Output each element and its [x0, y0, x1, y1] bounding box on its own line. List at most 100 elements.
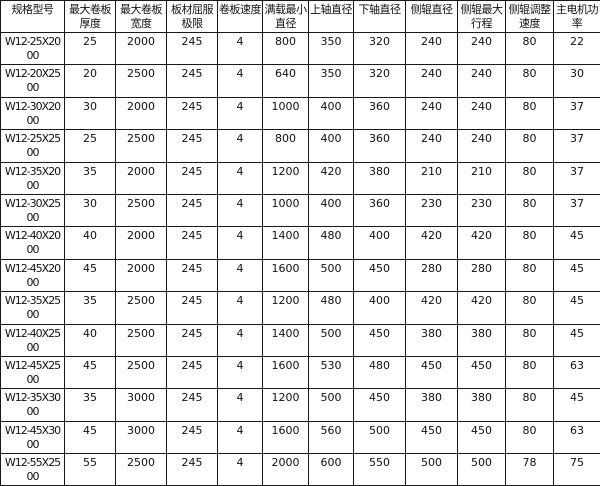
table-row: W12-45X2000 45 2000 245 4 1600 500 450 280 280 80 4… [0, 258, 600, 293]
column-header-10: 侧辊调整速度 [505, 0, 554, 33]
value-cell: 4 [217, 420, 263, 455]
model-cell: W12-30X2500 [0, 193, 65, 228]
value-cell: 4 [217, 31, 263, 66]
value-cell: 500 [405, 453, 458, 486]
value-cell: 45 [64, 355, 116, 390]
value-cell: 4 [217, 323, 263, 357]
value-cell: 45 [64, 420, 116, 455]
value-cell: 245 [166, 96, 218, 131]
value-cell: 4 [217, 291, 263, 325]
value-cell: 450 [353, 323, 406, 357]
model-cell: W12-35X2000 [0, 161, 65, 195]
column-header-5: 满载最小直径 [262, 0, 309, 33]
value-cell: 450 [457, 355, 506, 390]
column-header-7: 下轴直径 [353, 0, 406, 33]
value-cell: 20 [64, 64, 116, 98]
value-cell: 4 [217, 388, 263, 422]
model-cell: W12-40X2500 [0, 323, 65, 357]
value-cell: 245 [166, 420, 218, 455]
value-cell: 230 [405, 193, 458, 228]
column-header-0: 规格型号 [0, 0, 65, 33]
value-cell: 240 [457, 64, 506, 98]
value-cell: 80 [505, 323, 554, 357]
model-cell: W12-30X2000 [0, 96, 65, 131]
value-cell: 63 [553, 355, 600, 390]
value-cell: 45 [553, 226, 600, 260]
value-cell: 800 [262, 31, 309, 66]
value-cell: 240 [457, 96, 506, 131]
value-cell: 4 [217, 193, 263, 228]
value-cell: 450 [405, 355, 458, 390]
model-cell: W12-55X2500 [0, 453, 65, 486]
value-cell: 35 [64, 161, 116, 195]
value-cell: 245 [166, 129, 218, 163]
value-cell: 2500 [115, 323, 167, 357]
value-cell: 2500 [115, 355, 167, 390]
value-cell: 80 [505, 129, 554, 163]
table-row: W12-45X2500 45 2500 245 4 1600 530 480 450 450 80 6… [0, 355, 600, 390]
value-cell: 400 [353, 226, 406, 260]
value-cell: 80 [505, 258, 554, 293]
table-row: W12-45X3000 45 3000 245 4 1600 560 500 450 450 80 6… [0, 420, 600, 455]
value-cell: 78 [505, 453, 554, 486]
value-cell: 80 [505, 226, 554, 260]
value-cell: 1600 [262, 258, 309, 293]
value-cell: 4 [217, 161, 263, 195]
value-cell: 80 [505, 193, 554, 228]
model-cell: W12-35X3000 [0, 388, 65, 422]
table-body: W12-25X2000 25 2000 245 4 800 350 320 240 240 80 22… [0, 31, 600, 486]
value-cell: 4 [217, 355, 263, 390]
table-row: W12-55X2500 55 2500 245 4 2000 600 550 500 500 78 7… [0, 453, 600, 486]
value-cell: 55 [64, 453, 116, 486]
value-cell: 37 [553, 96, 600, 131]
table-row: W12-35X2500 35 2500 245 4 1200 480 400 420 420 80 4… [0, 291, 600, 325]
value-cell: 320 [353, 31, 406, 66]
value-cell: 420 [405, 291, 458, 325]
value-cell: 245 [166, 323, 218, 357]
value-cell: 1200 [262, 161, 309, 195]
column-header-1: 最大卷板厚度 [64, 0, 116, 33]
value-cell: 80 [505, 355, 554, 390]
value-cell: 4 [217, 64, 263, 98]
value-cell: 400 [308, 96, 354, 131]
value-cell: 40 [64, 226, 116, 260]
value-cell: 550 [353, 453, 406, 486]
column-header-4: 卷板速度 [217, 0, 263, 33]
value-cell: 80 [505, 64, 554, 98]
value-cell: 360 [353, 96, 406, 131]
column-header-2: 最大卷板宽度 [115, 0, 167, 33]
value-cell: 1600 [262, 420, 309, 455]
value-cell: 45 [553, 258, 600, 293]
value-cell: 420 [308, 161, 354, 195]
value-cell: 230 [457, 193, 506, 228]
value-cell: 380 [457, 388, 506, 422]
table-row: W12-20X2500 20 2500 245 4 640 350 320 240 240 80 30 [0, 64, 600, 98]
value-cell: 1000 [262, 193, 309, 228]
table-row: W12-35X3000 35 3000 245 4 1200 500 450 380 380 80 4… [0, 388, 600, 422]
header-row: 规格型号 最大卷板厚度 最大卷板宽度 板材屈服极限 卷板速度 满载最小直径 上轴直径 下轴直径… [0, 0, 600, 33]
value-cell: 1400 [262, 323, 309, 357]
value-cell: 45 [553, 323, 600, 357]
model-cell: W12-25X2000 [0, 31, 65, 66]
value-cell: 45 [64, 258, 116, 293]
value-cell: 245 [166, 193, 218, 228]
value-cell: 80 [505, 161, 554, 195]
value-cell: 22 [553, 31, 600, 66]
value-cell: 350 [308, 31, 354, 66]
value-cell: 450 [457, 420, 506, 455]
model-cell: W12-25X2500 [0, 129, 65, 163]
value-cell: 360 [353, 193, 406, 228]
value-cell: 80 [505, 31, 554, 66]
value-cell: 480 [308, 226, 354, 260]
value-cell: 40 [64, 323, 116, 357]
value-cell: 245 [166, 31, 218, 66]
value-cell: 240 [405, 96, 458, 131]
value-cell: 210 [457, 161, 506, 195]
value-cell: 2000 [115, 226, 167, 260]
column-header-8: 侧辊直径 [405, 0, 458, 33]
value-cell: 45 [553, 388, 600, 422]
table-row: W12-25X2500 25 2500 245 4 800 400 360 240 240 80 37 [0, 129, 600, 163]
value-cell: 30 [64, 193, 116, 228]
